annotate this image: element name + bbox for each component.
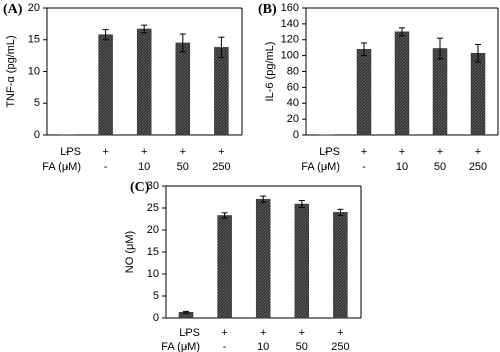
- y-tick-label: 15: [147, 246, 159, 258]
- bar: [214, 47, 229, 136]
- bar: [98, 34, 113, 136]
- y-tick-label: 160: [281, 2, 299, 14]
- y-tick-label: 10: [147, 268, 159, 280]
- x-category-label: +: [299, 327, 305, 339]
- y-tick-label: 20: [147, 224, 159, 236]
- x-category-label: 10: [396, 161, 408, 173]
- x-category-label: +: [260, 327, 266, 339]
- y-tick-label: 30: [147, 180, 159, 192]
- y-tick-label: 60: [287, 81, 299, 93]
- x-category-label: +: [102, 146, 108, 158]
- x-category-label: +: [180, 146, 186, 158]
- y-tick-label: 0: [34, 129, 40, 141]
- y-tick-label: 5: [153, 290, 159, 302]
- y-tick-label: 15: [28, 34, 40, 46]
- y-tick-label: 120: [281, 34, 299, 46]
- row-label: FA (μM): [42, 161, 81, 173]
- bar: [394, 31, 410, 136]
- bar: [217, 215, 232, 319]
- row-label: LPS: [179, 327, 200, 339]
- y-axis-label: NO (μM): [124, 231, 136, 273]
- x-category-label: +: [437, 146, 443, 158]
- bar: [294, 203, 310, 319]
- x-category-label: +: [361, 146, 367, 158]
- x-category-label: 10: [257, 341, 269, 352]
- x-category-label: -: [324, 146, 328, 158]
- bar: [175, 42, 191, 136]
- x-category-label: 250: [212, 161, 230, 173]
- x-category-label: 250: [331, 341, 349, 352]
- x-category-label: -: [184, 341, 188, 352]
- y-tick-label: 40: [287, 97, 299, 109]
- bar: [333, 212, 348, 319]
- x-category-label: 50: [296, 341, 308, 352]
- x-category-label: 50: [177, 161, 189, 173]
- bar: [432, 48, 448, 136]
- bar: [136, 28, 152, 136]
- panel-label: (A): [3, 2, 23, 17]
- y-tick-label: 140: [281, 18, 299, 30]
- x-category-label: +: [399, 146, 405, 158]
- row-label: FA (μM): [161, 341, 200, 352]
- row-label: FA (μM): [301, 161, 340, 173]
- panel-label: (B): [258, 2, 277, 17]
- bar: [255, 198, 271, 319]
- x-category-label: +: [218, 146, 224, 158]
- x-category-label: -: [104, 161, 108, 173]
- row-label: LPS: [60, 146, 81, 158]
- y-tick-label: 20: [287, 113, 299, 125]
- bar: [356, 49, 372, 136]
- x-category-label: -: [65, 161, 69, 173]
- y-tick-label: 0: [153, 312, 159, 324]
- x-category-label: 10: [138, 161, 150, 173]
- bar: [470, 52, 486, 136]
- x-category-label: -: [184, 327, 188, 339]
- y-tick-label: 5: [34, 97, 40, 109]
- x-category-label: +: [221, 327, 227, 339]
- x-category-label: +: [337, 327, 343, 339]
- x-category-label: -: [223, 341, 227, 352]
- y-axis-label: TNF-α (pg/mL): [5, 35, 17, 107]
- row-label: LPS: [319, 146, 340, 158]
- x-category-label: +: [141, 146, 147, 158]
- y-tick-label: 20: [28, 2, 40, 14]
- y-tick-label: 25: [147, 202, 159, 214]
- x-category-label: -: [324, 161, 328, 173]
- x-category-label: +: [475, 146, 481, 158]
- panel-label: (C): [130, 180, 150, 195]
- y-tick-label: 100: [281, 50, 299, 62]
- y-axis-label: IL-6 (pg/mL): [264, 42, 276, 102]
- x-category-label: -: [65, 146, 69, 158]
- y-tick-label: 0: [293, 129, 299, 141]
- x-category-label: -: [362, 161, 366, 173]
- y-tick-label: 80: [287, 65, 299, 77]
- x-category-label: 250: [469, 161, 487, 173]
- y-tick-label: 10: [28, 65, 40, 77]
- x-category-label: 50: [434, 161, 446, 173]
